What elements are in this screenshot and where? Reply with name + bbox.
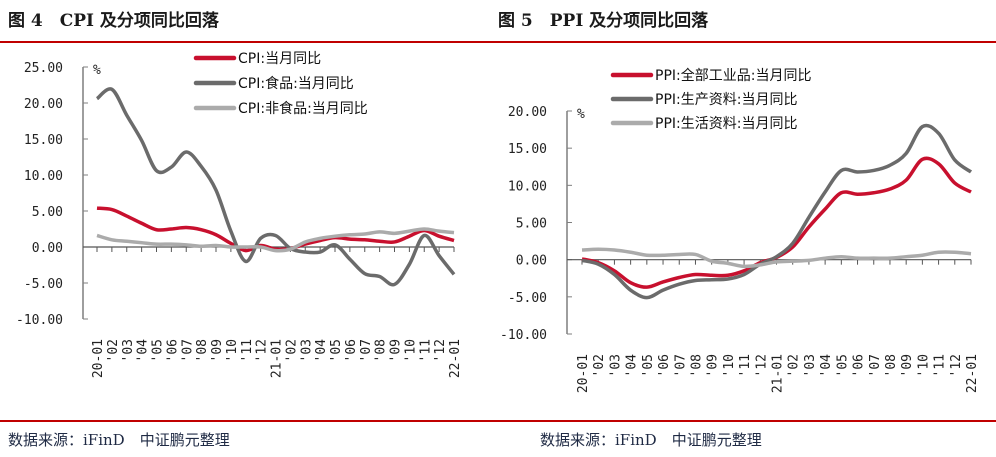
x-tick-label: '09	[389, 339, 404, 362]
x-tick-label: '02	[592, 354, 607, 377]
y-tick-label: 5.00	[32, 205, 63, 220]
x-tick-label: '06	[344, 339, 359, 362]
x-tick-label: '07	[673, 354, 688, 377]
x-tick-label: '04	[819, 354, 834, 378]
y-tick-label: 20.00	[24, 97, 63, 112]
legend-label: PPI:生活资料:当月同比	[655, 116, 797, 132]
unit-label: %	[93, 63, 101, 78]
x-tick-label: '09	[706, 354, 721, 377]
y-tick-label: 10.00	[24, 169, 63, 184]
x-tick-label: '03	[299, 339, 314, 362]
series-line-3	[581, 247, 972, 269]
x-tick-label: '04	[314, 339, 329, 363]
y-tick-label: -10.00	[500, 328, 547, 343]
x-tick-label: 21-01	[771, 354, 786, 393]
x-tick-label: '11	[240, 339, 255, 362]
x-tick-label: '03	[608, 354, 623, 377]
x-tick-label: '07	[359, 339, 374, 362]
x-tick-label: '06	[165, 339, 180, 362]
y-tick-label: 20.00	[508, 105, 547, 120]
x-tick-label: '08	[195, 339, 210, 362]
x-tick-label: '11	[418, 339, 433, 362]
legend-label: CPI:当月同比	[238, 51, 321, 67]
x-tick-label: 22-01	[965, 354, 980, 393]
x-tick-label: 20-01	[576, 354, 591, 393]
x-tick-label: '05	[835, 354, 850, 377]
x-tick-label: 20-01	[91, 339, 106, 378]
x-tick-label: 21-01	[270, 339, 285, 378]
x-tick-label: '12	[255, 339, 270, 362]
x-tick-label: '05	[151, 339, 166, 362]
x-tick-label: '10	[403, 339, 418, 362]
x-tick-label: '12	[949, 354, 964, 377]
x-tick-label: '11	[933, 354, 948, 377]
x-tick-label: '02	[787, 354, 802, 377]
series-line-2	[581, 123, 973, 300]
x-tick-label: '10	[225, 339, 240, 362]
y-tick-label: 5.00	[516, 217, 547, 232]
right-source: 数据来源：iFinD 中证鹏元整理	[540, 431, 762, 449]
x-tick-label: '12	[754, 354, 769, 377]
y-tick-label: 0.00	[32, 241, 63, 256]
bottom-divider	[0, 420, 996, 422]
y-tick-label: -5.00	[508, 291, 547, 306]
left-chart-title: 图 4 CPI 及分项同比回落	[8, 11, 219, 31]
legend-label: PPI:生产资料:当月同比	[655, 92, 797, 108]
legend-label: PPI:全部工业品:当月同比	[655, 67, 811, 84]
x-tick-label: '10	[722, 354, 737, 377]
x-tick-label: '04	[136, 339, 151, 363]
legend-label: CPI:非食品:当月同比	[238, 100, 368, 117]
x-tick-label: '02	[106, 339, 121, 362]
y-tick-label: 15.00	[24, 133, 63, 148]
x-tick-label: '12	[433, 339, 448, 362]
y-tick-label: 15.00	[508, 142, 547, 157]
top-divider	[0, 41, 996, 43]
x-tick-label: '03	[803, 354, 818, 377]
legend-label: CPI:食品:当月同比	[238, 75, 354, 92]
x-tick-label: '07	[180, 339, 195, 362]
x-tick-label: '05	[329, 339, 344, 362]
x-tick-label: '09	[210, 339, 225, 362]
left-source: 数据来源：iFinD 中证鹏元整理	[8, 431, 230, 449]
x-tick-label: 22-01	[448, 339, 463, 378]
series-line-3	[96, 227, 455, 253]
unit-label: %	[577, 107, 585, 122]
x-tick-label: '02	[284, 339, 299, 362]
y-tick-label: 0.00	[516, 254, 547, 269]
x-tick-label: '07	[868, 354, 883, 377]
y-tick-label: 25.00	[24, 61, 63, 76]
series-line-2	[95, 87, 456, 287]
y-tick-label: -10.00	[16, 313, 63, 328]
x-tick-label: '11	[738, 354, 753, 377]
x-tick-label: '08	[884, 354, 899, 377]
series-line-1	[581, 156, 972, 289]
x-tick-label: '08	[374, 339, 389, 362]
x-tick-label: '06	[852, 354, 867, 377]
x-tick-label: '08	[689, 354, 704, 377]
x-tick-label: '04	[625, 354, 640, 378]
x-tick-label: '05	[641, 354, 656, 377]
y-tick-label: -5.00	[24, 277, 63, 292]
right-chart-title: 图 5 PPI 及分项同比回落	[498, 11, 709, 31]
x-tick-label: '03	[121, 339, 136, 362]
x-tick-label: '10	[916, 354, 931, 377]
x-tick-label: '09	[900, 354, 915, 377]
x-tick-label: '06	[657, 354, 672, 377]
y-tick-label: 10.00	[508, 179, 547, 194]
